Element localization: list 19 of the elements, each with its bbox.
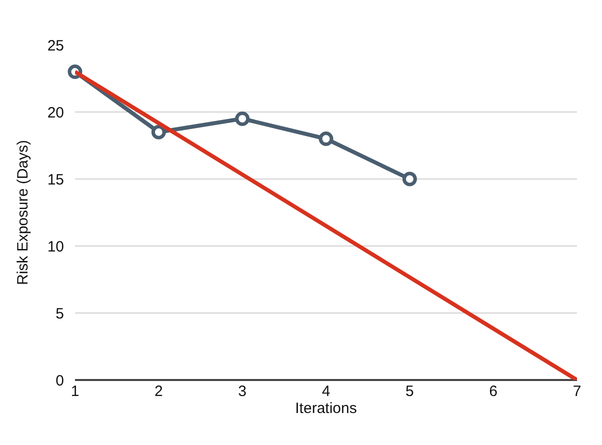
- point: [318, 132, 334, 146]
- x-tick-label: 1: [70, 383, 80, 400]
- y-tick-label: 0: [56, 372, 64, 390]
- x-tick-label: 2: [154, 383, 163, 400]
- x-tick-label: 5: [406, 383, 414, 400]
- x-axis-title: Iterations: [295, 400, 357, 417]
- x-tick-label: 3: [238, 383, 246, 400]
- point: [235, 111, 250, 126]
- y-tick-label: 20: [47, 104, 64, 122]
- y-tick-label: 10: [47, 238, 64, 256]
- y-axis-title: Risk Exposure (Days): [14, 140, 32, 286]
- y-tick-label: 15: [47, 171, 64, 188]
- x-tick-label: 4: [322, 383, 330, 400]
- point: [402, 172, 417, 186]
- x-tick-label: 7: [572, 383, 582, 400]
- point: [151, 124, 166, 140]
- x-tick-label: 6: [489, 383, 498, 400]
- y-tick-label: 5: [56, 305, 64, 322]
- y-tick-label: 25: [47, 37, 64, 54]
